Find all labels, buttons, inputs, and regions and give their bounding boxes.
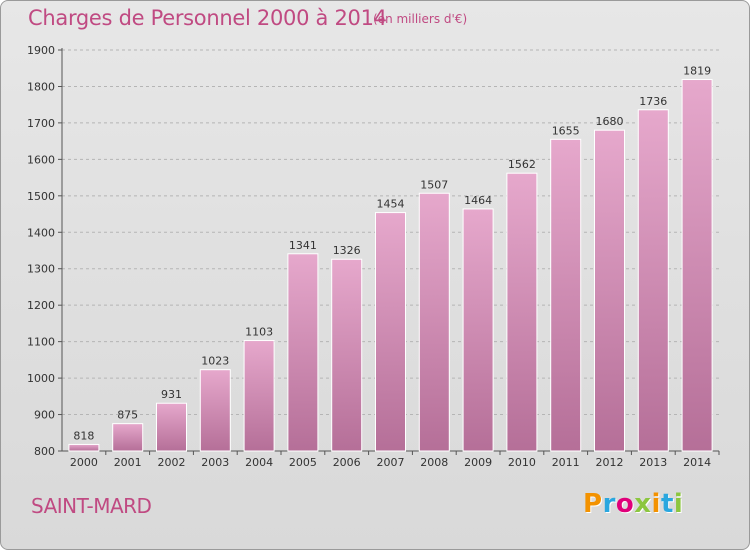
bar-value-label: 1680 [596,115,624,128]
bar [637,109,669,452]
logo-letter: r [602,489,616,519]
y-tick-label: 1900 [27,44,55,57]
x-tick-label: 2005 [289,456,317,469]
y-tick-label: 800 [34,445,55,458]
x-tick-label: 2010 [508,456,536,469]
x-tick-label: 2009 [464,456,492,469]
logo-letter: i [651,489,661,519]
bar [68,443,100,452]
bar [418,192,450,452]
commune-name: SAINT-MARD [31,494,152,518]
bar-value-label: 875 [117,409,138,422]
bar-value-label: 1655 [552,124,580,137]
bar-value-label: 1023 [201,355,229,368]
x-tick-label: 2008 [420,456,448,469]
bar-value-label: 1103 [245,326,273,339]
bar [550,138,582,452]
bar [331,258,363,452]
y-tick-label: 900 [34,409,55,422]
logo-letter: i [673,489,684,519]
x-tick-label: 2006 [333,456,361,469]
bar-value-label: 1819 [683,65,711,78]
y-tick-label: 1700 [27,117,55,130]
y-tick-label: 1200 [27,299,55,312]
bar-value-label: 818 [73,429,94,442]
x-tick-label: 2012 [596,456,624,469]
bar [112,423,144,452]
x-tick-label: 2000 [70,456,98,469]
bar-value-label: 1326 [333,244,361,257]
y-tick-label: 1800 [27,80,55,93]
logo-letter: o [615,489,635,519]
bar-value-label: 1562 [508,158,536,171]
bar [243,340,275,452]
bar [375,212,406,452]
logo-letter: t [660,489,674,519]
bar [506,172,538,452]
bar-value-label: 1507 [420,178,448,191]
labels: 818 2000 875 2001 931 2002 1023 2003 1103 2004 134… [70,65,711,469]
proxiti-logo: Proxiti [583,489,683,519]
bar [462,208,494,452]
x-tick-label: 2011 [552,456,580,469]
bar [594,129,625,452]
bar-value-label: 1454 [377,198,405,211]
chart-title: Charges de Personnel 2000 à 2014 [28,6,387,30]
y-tick-label: 1400 [27,226,55,239]
bar-value-label: 931 [161,388,182,401]
bars [68,79,713,452]
unit-note: (en milliers d'€) [373,12,468,26]
x-tick-label: 2014 [683,456,711,469]
bar [156,402,187,452]
y-tick-label: 1500 [27,190,55,203]
x-tick-label: 2013 [639,456,667,469]
x-tick-label: 2003 [201,456,229,469]
y-tick-label: 1000 [27,372,55,385]
x-tick-label: 2007 [377,456,405,469]
bar-value-label: 1341 [289,239,317,252]
y-tick-label: 1100 [27,336,55,349]
x-tick-label: 2002 [158,456,186,469]
x-tick-label: 2001 [114,456,142,469]
logo-letter: x [634,489,652,519]
bar-value-label: 1464 [464,194,492,207]
bar [199,369,231,452]
bar [681,79,713,452]
x-tick-label: 2004 [245,456,273,469]
bar-value-label: 1736 [639,95,667,108]
y-tick-label: 1600 [27,153,55,166]
logo-letter: P [583,489,603,519]
y-tick-label: 1300 [27,263,55,276]
bar [287,253,319,452]
